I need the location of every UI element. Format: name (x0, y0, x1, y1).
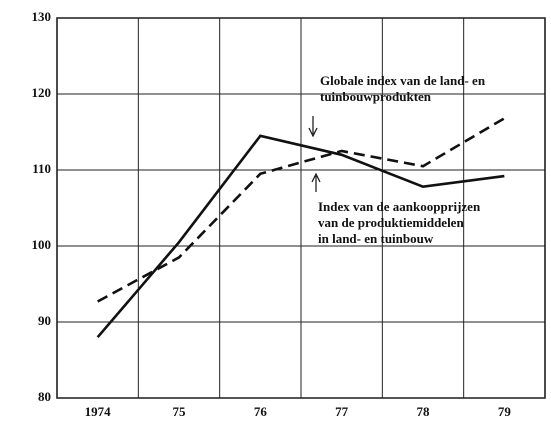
data-line (96, 134, 505, 339)
annotation: Globale index van de land- en (320, 73, 486, 88)
x-tick-label: 78 (417, 404, 431, 419)
x-tick-label: 77 (335, 404, 349, 419)
y-tick-label: 90 (38, 313, 51, 328)
arrow-head (311, 172, 321, 183)
x-tick-label: 79 (498, 404, 512, 419)
arrow-head (308, 127, 318, 138)
y-tick-label: 130 (32, 9, 52, 24)
annotation: van de produktiemiddelen (318, 215, 464, 230)
data-line (97, 117, 505, 303)
y-tick-label: 110 (32, 161, 51, 176)
annotation: in land- en tuinbouw (318, 231, 434, 246)
y-tick-label: 120 (32, 85, 52, 100)
x-tick-label: 1974 (85, 404, 112, 419)
annotation: Index van de aankoopprijzen (318, 199, 481, 214)
y-tick-label: 80 (38, 389, 51, 404)
y-tick-label: 100 (32, 237, 52, 252)
x-tick-label: 76 (254, 404, 268, 419)
x-tick-label: 75 (173, 404, 187, 419)
annotation: tuinbouwprodukten (320, 89, 432, 104)
